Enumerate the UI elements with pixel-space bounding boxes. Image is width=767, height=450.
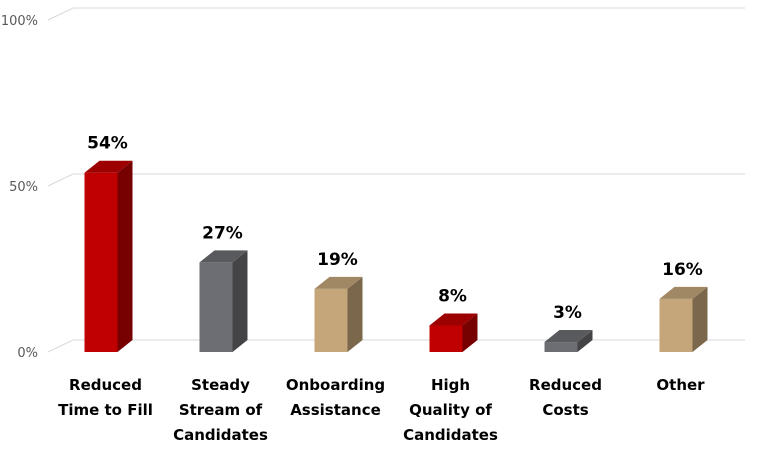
data-label: 16% <box>662 260 703 280</box>
category-label-line: Assistance <box>290 401 381 419</box>
bar <box>429 313 478 352</box>
data-label: 54% <box>87 134 128 154</box>
data-label: 8% <box>438 286 467 306</box>
bar-top <box>659 286 708 299</box>
category-label-line: Reduced <box>529 376 602 394</box>
data-label: 27% <box>202 223 243 243</box>
bar-top <box>544 330 593 343</box>
category-label-line: Stream of <box>179 401 263 419</box>
category-labels: Reduced Time to Fill Steady Stream of Candid… <box>58 376 705 444</box>
data-label: 3% <box>553 303 582 323</box>
data-label: 19% <box>317 250 358 270</box>
y-tick-label: 100% <box>1 14 38 29</box>
gridlines <box>47 7 745 353</box>
gridline <box>47 173 745 187</box>
bar-side <box>117 160 133 352</box>
bar-side <box>347 276 363 352</box>
bar-front <box>659 298 693 352</box>
category-label-line: Steady <box>191 376 250 394</box>
bar <box>199 250 248 352</box>
category-label-line: Candidates <box>173 426 268 444</box>
category-label: High Quality of Candidates <box>403 376 498 444</box>
bar-side <box>577 330 593 352</box>
bar-side <box>232 250 248 352</box>
bar-front <box>314 288 348 352</box>
category-label: Reduced Costs <box>529 376 602 419</box>
y-axis-ticks: 0% 50% 100% <box>1 14 38 361</box>
category-label-line: Candidates <box>403 426 498 444</box>
category-label-line: Costs <box>542 401 588 419</box>
category-label: Reduced Time to Fill <box>58 376 153 419</box>
category-label: Steady Stream of Candidates <box>173 376 268 444</box>
category-label-line: Other <box>656 376 705 394</box>
category-label: Other <box>656 376 705 394</box>
bar-front <box>199 262 233 352</box>
bar-front <box>429 325 463 352</box>
y-tick-label: 50% <box>9 180 38 195</box>
bar-side <box>692 286 708 352</box>
bar <box>314 276 363 352</box>
category-label-line: Onboarding <box>286 376 385 394</box>
gridline <box>47 339 745 353</box>
bar-front <box>544 342 578 352</box>
bar-top <box>199 250 248 263</box>
bar-top <box>314 276 363 289</box>
bar-side <box>462 313 478 352</box>
data-labels: 54% 27% 19% 8% 3% 16% <box>87 134 703 323</box>
bar <box>544 330 593 352</box>
gridline <box>47 7 745 21</box>
category-label-line: Quality of <box>409 401 492 419</box>
bars <box>84 160 708 352</box>
category-label-line: High <box>431 376 470 394</box>
bar-top <box>84 160 133 173</box>
bar <box>84 160 133 352</box>
y-tick-label: 0% <box>17 346 38 361</box>
category-label-line: Time to Fill <box>58 401 153 419</box>
category-label: Onboarding Assistance <box>286 376 385 419</box>
bar-front <box>84 172 118 352</box>
bar <box>659 286 708 352</box>
category-label-line: Reduced <box>69 376 142 394</box>
bar-top <box>429 313 478 326</box>
